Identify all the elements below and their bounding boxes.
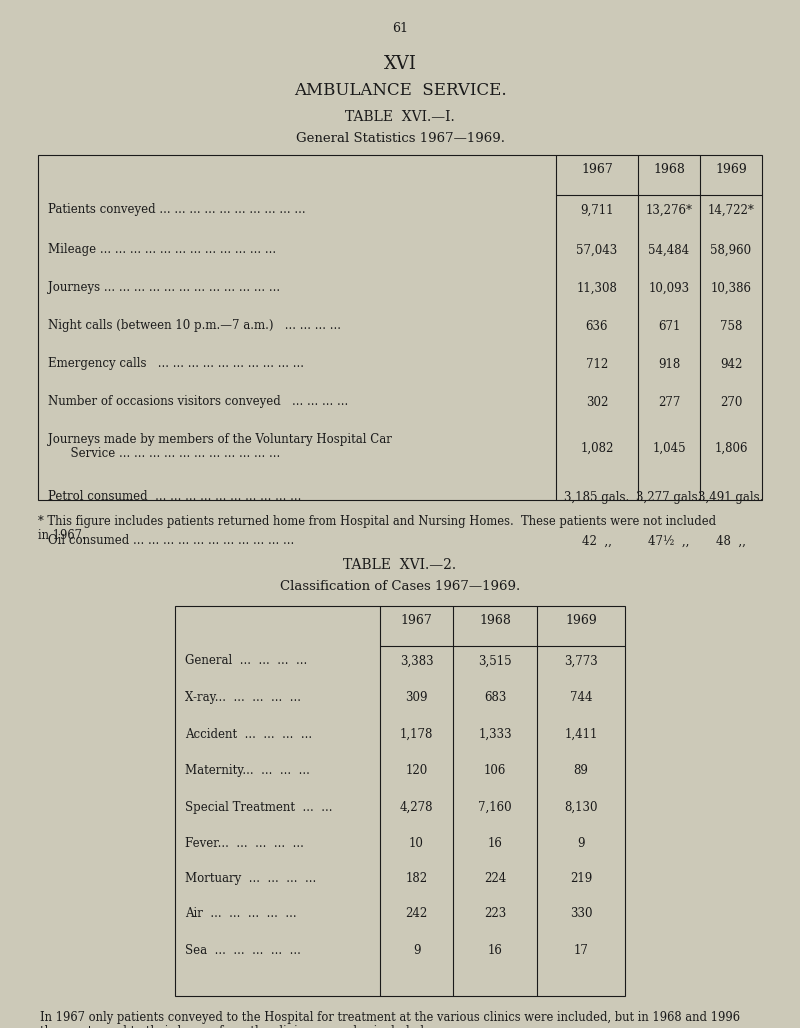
Text: Oil consumed ... ... ... ... ... ... ... ... ... ... ...: Oil consumed ... ... ... ... ... ... ...…	[48, 535, 294, 548]
Text: Number of occasions visitors conveyed   ... ... ... ...: Number of occasions visitors conveyed ..…	[48, 396, 348, 408]
Text: 61: 61	[392, 22, 408, 35]
Text: TABLE  XVI.—2.: TABLE XVI.—2.	[343, 558, 457, 572]
Text: 3,185 gals.: 3,185 gals.	[564, 490, 630, 504]
Text: Maternity...  ...  ...  ...: Maternity... ... ... ...	[185, 764, 310, 777]
Text: 54,484: 54,484	[649, 244, 690, 257]
Text: 106: 106	[484, 764, 506, 777]
Text: Mileage ... ... ... ... ... ... ... ... ... ... ... ...: Mileage ... ... ... ... ... ... ... ... …	[48, 244, 276, 257]
Text: 1,333: 1,333	[478, 728, 512, 740]
Text: 1,178: 1,178	[400, 728, 433, 740]
Text: those returned to their homes from the clinics were also included.: those returned to their homes from the c…	[40, 1025, 428, 1028]
Text: 1967: 1967	[581, 163, 613, 176]
Text: 7,160: 7,160	[478, 801, 512, 813]
Text: 10,093: 10,093	[649, 282, 690, 294]
Text: TABLE  XVI.—I.: TABLE XVI.—I.	[345, 110, 455, 124]
Text: 270: 270	[720, 396, 742, 408]
Text: 1969: 1969	[715, 163, 747, 176]
Text: 48  ,,: 48 ,,	[716, 535, 746, 548]
Text: 182: 182	[406, 872, 427, 885]
Text: Sea  ...  ...  ...  ...  ...: Sea ... ... ... ... ...	[185, 944, 301, 956]
Text: Accident  ...  ...  ...  ...: Accident ... ... ... ...	[185, 728, 312, 740]
Text: 10: 10	[409, 837, 424, 850]
Text: 636: 636	[586, 320, 608, 332]
Text: Journeys made by members of the Voluntary Hospital Car: Journeys made by members of the Voluntar…	[48, 433, 392, 446]
Text: Classification of Cases 1967—1969.: Classification of Cases 1967—1969.	[280, 580, 520, 593]
Text: 58,960: 58,960	[710, 244, 751, 257]
Text: General  ...  ...  ...  ...: General ... ... ... ...	[185, 655, 307, 667]
Text: 1967: 1967	[401, 614, 432, 627]
Text: 8,130: 8,130	[564, 801, 598, 813]
Text: 1,082: 1,082	[580, 441, 614, 454]
Text: 330: 330	[570, 907, 592, 920]
Text: 309: 309	[406, 691, 428, 704]
Text: 1,411: 1,411	[564, 728, 598, 740]
Text: 11,308: 11,308	[577, 282, 618, 294]
Text: 16: 16	[487, 944, 502, 956]
Text: 1968: 1968	[653, 163, 685, 176]
Text: 744: 744	[570, 691, 592, 704]
Text: Patients conveyed ... ... ... ... ... ... ... ... ... ...: Patients conveyed ... ... ... ... ... ..…	[48, 204, 306, 217]
Text: 1968: 1968	[479, 614, 511, 627]
Text: 3,491 gals.: 3,491 gals.	[698, 490, 764, 504]
Text: Special Treatment  ...  ...: Special Treatment ... ...	[185, 801, 333, 813]
Text: 219: 219	[570, 872, 592, 885]
Text: X-ray...  ...  ...  ...  ...: X-ray... ... ... ... ...	[185, 691, 301, 704]
Text: * This figure includes patients returned home from Hospital and Nursing Homes.  : * This figure includes patients returned…	[38, 515, 716, 528]
Text: 9,711: 9,711	[580, 204, 614, 217]
Text: 14,722*: 14,722*	[707, 204, 754, 217]
Text: Mortuary  ...  ...  ...  ...: Mortuary ... ... ... ...	[185, 872, 316, 885]
Text: Petrol consumed  ... ... ... ... ... ... ... ... ... ...: Petrol consumed ... ... ... ... ... ... …	[48, 490, 302, 504]
Text: 13,276*: 13,276*	[646, 204, 693, 217]
Text: Night calls (between 10 p.m.—7 a.m.)   ... ... ... ...: Night calls (between 10 p.m.—7 a.m.) ...…	[48, 320, 341, 332]
Text: AMBULANCE  SERVICE.: AMBULANCE SERVICE.	[294, 82, 506, 99]
Bar	[38, 155, 762, 500]
Text: 42  ,,: 42 ,,	[582, 535, 612, 548]
Text: 1969: 1969	[565, 614, 597, 627]
Text: 1,806: 1,806	[714, 441, 748, 454]
Text: 3,277 gals.: 3,277 gals.	[636, 490, 702, 504]
Text: 223: 223	[484, 907, 506, 920]
Bar	[175, 605, 625, 996]
Text: In 1967 only patients conveyed to the Hospital for treatment at the various clin: In 1967 only patients conveyed to the Ho…	[40, 1011, 740, 1024]
Text: 47½  ,,: 47½ ,,	[648, 535, 690, 548]
Text: 918: 918	[658, 358, 680, 370]
Text: 302: 302	[586, 396, 608, 408]
Text: 57,043: 57,043	[576, 244, 618, 257]
Text: Journeys ... ... ... ... ... ... ... ... ... ... ... ...: Journeys ... ... ... ... ... ... ... ...…	[48, 282, 280, 294]
Text: 16: 16	[487, 837, 502, 850]
Text: 3,383: 3,383	[400, 655, 434, 667]
Text: 4,278: 4,278	[400, 801, 434, 813]
Text: 712: 712	[586, 358, 608, 370]
Text: 277: 277	[658, 396, 680, 408]
Text: 9: 9	[578, 837, 585, 850]
Text: 9: 9	[413, 944, 420, 956]
Text: 3,515: 3,515	[478, 655, 512, 667]
Text: 10,386: 10,386	[710, 282, 751, 294]
Text: 758: 758	[720, 320, 742, 332]
Text: 671: 671	[658, 320, 680, 332]
Text: 120: 120	[406, 764, 428, 777]
Text: in 1967.: in 1967.	[38, 529, 86, 542]
Text: Air  ...  ...  ...  ...  ...: Air ... ... ... ... ...	[185, 907, 297, 920]
Text: 942: 942	[720, 358, 742, 370]
Text: XVI: XVI	[383, 56, 417, 73]
Text: 89: 89	[574, 764, 589, 777]
Text: Service ... ... ... ... ... ... ... ... ... ... ...: Service ... ... ... ... ... ... ... ... …	[48, 447, 280, 460]
Text: 224: 224	[484, 872, 506, 885]
Text: Fever...  ...  ...  ...  ...: Fever... ... ... ... ...	[185, 837, 304, 850]
Text: 242: 242	[406, 907, 428, 920]
Text: 1,045: 1,045	[652, 441, 686, 454]
Text: 683: 683	[484, 691, 506, 704]
Text: 17: 17	[574, 944, 589, 956]
Text: General Statistics 1967—1969.: General Statistics 1967—1969.	[295, 132, 505, 145]
Text: Emergency calls   ... ... ... ... ... ... ... ... ... ...: Emergency calls ... ... ... ... ... ... …	[48, 358, 304, 370]
Text: 3,773: 3,773	[564, 655, 598, 667]
